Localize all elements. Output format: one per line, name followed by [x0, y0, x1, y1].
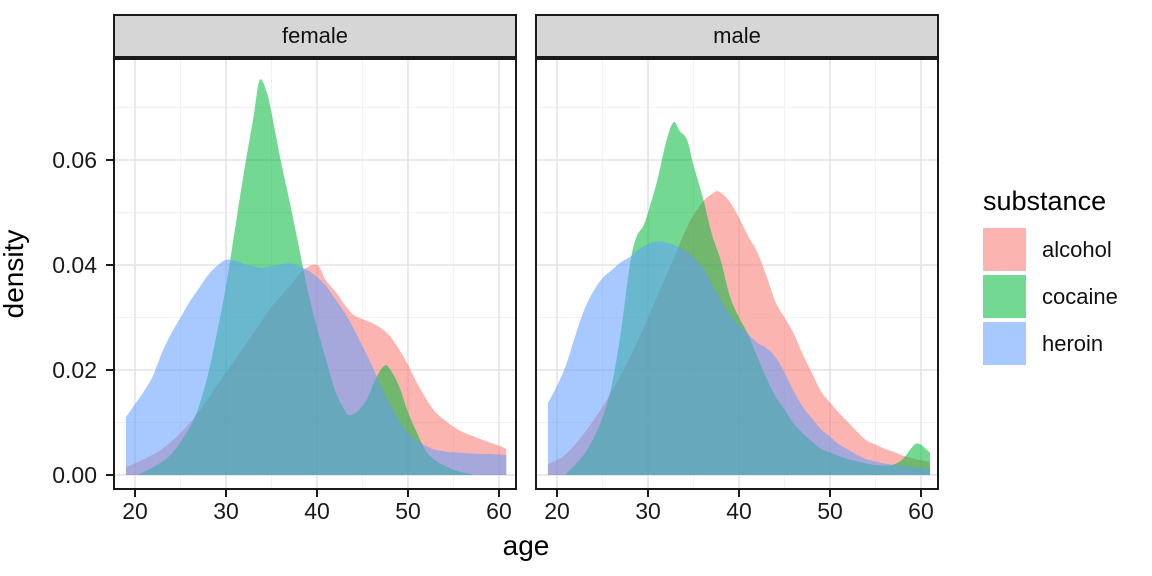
x-axis-title: age — [502, 530, 550, 561]
y-tick — [106, 473, 113, 476]
x-tick — [556, 490, 559, 497]
facet-strip-label: male — [713, 23, 761, 48]
x-tick-label: 50 — [395, 498, 421, 524]
y-tick — [106, 159, 113, 161]
facet-strip-label: female — [281, 23, 349, 48]
x-tick — [316, 490, 318, 497]
y-tick-label: 0.00 — [52, 461, 97, 488]
legend-item-heroin: heroin — [983, 322, 1103, 365]
x-tick-label: 60 — [908, 498, 934, 524]
facet-strip-female: female — [113, 14, 517, 58]
facet-strip-male: male — [535, 14, 939, 58]
density-area-heroin — [125, 259, 507, 475]
x-tick-label: 30 — [213, 498, 239, 524]
cocaine-legend-key — [983, 275, 1026, 318]
x-tick — [828, 490, 831, 497]
y-tick — [106, 368, 113, 371]
x-tick-label: 40 — [304, 498, 330, 524]
x-tick — [406, 490, 409, 497]
y-tick-label: 0.06 — [52, 147, 97, 173]
legend-item-label: alcohol — [1042, 236, 1112, 262]
x-tick — [919, 490, 922, 497]
x-tick — [738, 490, 740, 497]
legend-item-label: cocaine — [1042, 283, 1118, 309]
x-tick-label: 30 — [635, 498, 661, 524]
panel-svg-male — [535, 58, 939, 490]
legend-item-label: heroin — [1042, 330, 1104, 356]
x-tick-label: 60 — [486, 498, 512, 524]
heroin-legend-key — [983, 322, 1026, 365]
x-tick-label: 50 — [817, 498, 843, 524]
y-tick — [106, 263, 113, 266]
y-tick-label: 0.04 — [52, 251, 97, 278]
y-axis-title: density — [0, 229, 29, 319]
legend-title: substance — [983, 186, 1107, 216]
density-panel-female — [113, 58, 517, 490]
x-tick-label: 20 — [122, 498, 148, 524]
density-area-heroin — [547, 241, 931, 475]
x-tick-label: 20 — [544, 498, 570, 524]
panel-svg-female — [113, 58, 517, 490]
x-tick-label: 40 — [726, 498, 752, 524]
x-tick — [647, 490, 649, 497]
legend-item-cocaine: cocaine — [983, 275, 1118, 318]
x-tick — [497, 490, 500, 497]
x-tick — [134, 490, 137, 497]
density-panel-male — [535, 58, 939, 490]
y-tick-label: 0.02 — [52, 356, 97, 383]
alcohol-legend-key — [983, 228, 1026, 271]
x-tick — [225, 490, 227, 497]
legend-item-alcohol: alcohol — [983, 228, 1112, 271]
